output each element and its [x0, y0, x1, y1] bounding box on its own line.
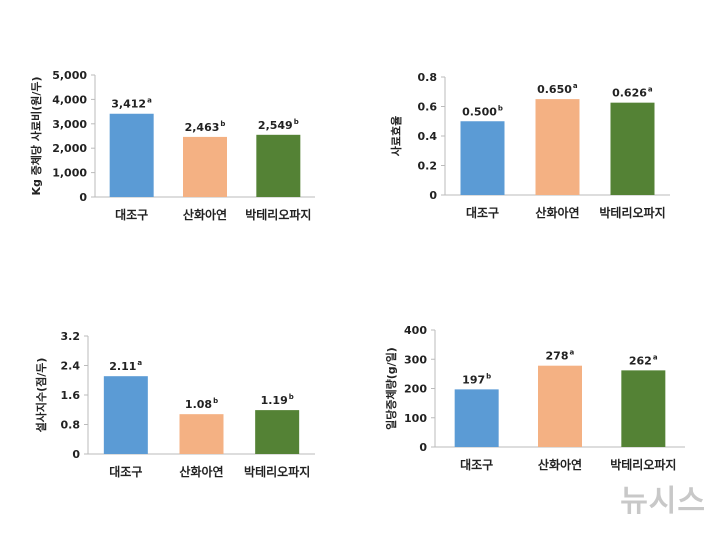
bar-value-label: 1.08: [185, 398, 212, 411]
y-tick-label: 1,000: [52, 167, 87, 180]
significance-letter: a: [569, 349, 574, 357]
x-category-label: 대조구: [115, 208, 148, 222]
x-category-label: 산화아연: [538, 457, 582, 472]
significance-letter: b: [213, 397, 218, 405]
bar-value-label: 0.650: [537, 83, 572, 96]
significance-letter: b: [486, 372, 491, 380]
x-category-label: 대조구: [460, 458, 493, 472]
y-axis-title: 사료효율: [389, 116, 403, 156]
y-tick-label: 3,000: [52, 118, 87, 131]
significance-letter: a: [573, 82, 578, 90]
bar-value-label: 2,463: [185, 121, 220, 134]
y-tick-label: 200: [404, 383, 427, 396]
y-tick-label: 400: [404, 324, 427, 337]
x-category-label: 박테리오파지: [244, 464, 310, 479]
bar: [621, 370, 666, 447]
x-category-label: 산화아연: [535, 205, 579, 220]
y-tick-label: 0.2: [418, 160, 438, 173]
bar: [109, 113, 154, 197]
bar: [460, 121, 505, 195]
y-tick-label: 100: [404, 412, 427, 425]
watermark-logo: 뉴시스: [620, 484, 706, 519]
y-tick-label: 0.6: [418, 101, 438, 114]
y-tick-label: 0: [429, 189, 437, 202]
bar: [454, 389, 499, 447]
y-tick-label: 0: [79, 191, 87, 204]
bar-value-label: 197: [462, 373, 485, 386]
bar: [183, 136, 227, 197]
bar: [103, 376, 148, 454]
bar: [610, 102, 655, 195]
bar-value-label: 0.500: [462, 105, 497, 118]
y-axis-title: Kg 증체당 사료비(원/두): [29, 76, 43, 195]
bar-value-label: 3,412: [111, 98, 146, 111]
y-tick-label: 0.4: [418, 130, 438, 143]
significance-letter: b: [289, 393, 294, 401]
y-tick-label: 4,000: [52, 93, 87, 106]
x-category-label: 대조구: [466, 206, 499, 220]
y-axis-title: 설사지수(점/두): [34, 358, 48, 433]
x-category-label: 박테리오파지: [245, 207, 311, 222]
x-category-label: 산화아연: [179, 464, 223, 479]
x-category-label: 박테리오파지: [599, 205, 665, 220]
bar-value-label: 2.11: [109, 360, 136, 373]
bar-value-label: 0.626: [612, 87, 647, 100]
y-tick-label: 0.8: [61, 419, 81, 432]
y-tick-label: 1.6: [61, 389, 81, 402]
bar: [255, 410, 300, 454]
x-category-label: 박테리오파지: [610, 457, 676, 472]
bar-value-label: 278: [546, 350, 569, 363]
y-tick-label: 0.8: [418, 71, 438, 84]
significance-letter: b: [220, 120, 225, 128]
y-tick-label: 2,000: [52, 142, 87, 155]
y-tick-label: 3.2: [61, 330, 81, 343]
significance-letter: a: [653, 353, 658, 361]
y-axis-title: 일당증체량(g/일): [384, 347, 398, 430]
significance-letter: a: [648, 86, 653, 94]
bar-value-label: 262: [629, 354, 652, 367]
y-tick-label: 2.4: [61, 360, 81, 373]
bar: [535, 99, 580, 195]
bar: [179, 414, 224, 454]
significance-letter: b: [498, 104, 503, 112]
y-tick-label: 0: [72, 448, 80, 461]
y-tick-label: 300: [404, 353, 427, 366]
significance-letter: b: [294, 118, 299, 126]
x-category-label: 대조구: [109, 465, 142, 479]
significance-letter: a: [137, 359, 142, 367]
x-category-label: 산화아연: [183, 207, 227, 222]
bar-value-label: 1.19: [261, 394, 288, 407]
y-tick-label: 5,000: [52, 69, 87, 82]
bar-value-label: 2,549: [258, 119, 293, 132]
chart-feed-cost: 0 1,000 2,000 3,000 4,000 5,000 Kg 증체당 사료비(원/두…: [29, 69, 315, 222]
bar: [538, 365, 582, 447]
y-tick-label: 0: [419, 441, 427, 454]
significance-letter: a: [147, 97, 152, 105]
bar: [256, 134, 301, 197]
